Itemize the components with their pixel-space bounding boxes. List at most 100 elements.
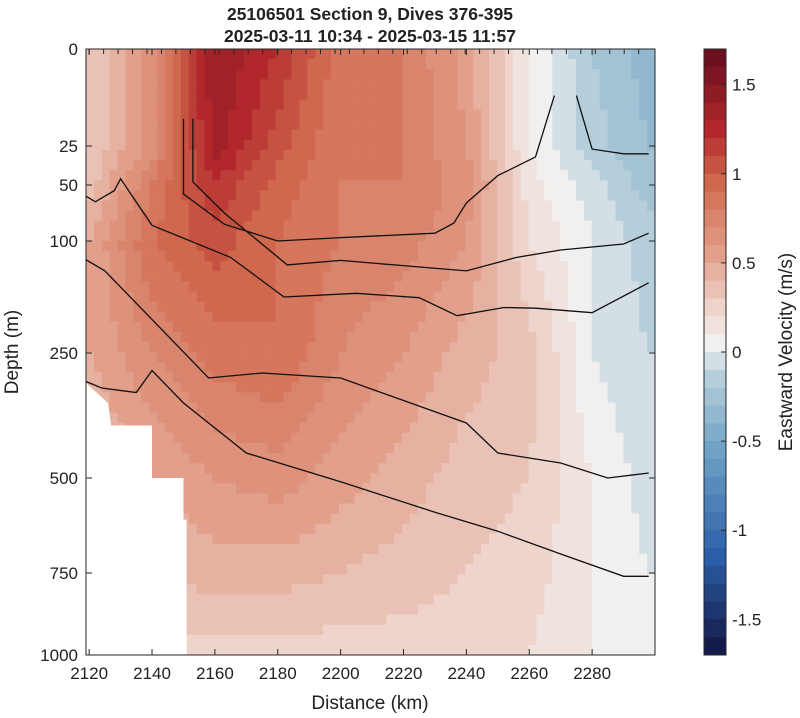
velocity-cell (236, 634, 245, 646)
colorbar-segment (704, 619, 726, 638)
velocity-cell (165, 321, 174, 333)
velocity-cell (323, 483, 332, 494)
velocity-cell (323, 432, 332, 444)
velocity-cell (275, 261, 285, 272)
velocity-cell (117, 220, 127, 232)
velocity-cell (93, 281, 103, 292)
velocity-cell (93, 170, 103, 181)
velocity-cell (639, 614, 648, 626)
velocity-cell (275, 614, 285, 626)
velocity-cell (323, 301, 332, 313)
velocity-cell (370, 604, 379, 616)
velocity-cell (251, 150, 261, 161)
velocity-cell (125, 382, 135, 393)
velocity-cell (204, 523, 214, 535)
velocity-cell (362, 341, 372, 353)
velocity-cell (457, 624, 466, 636)
velocity-cell (212, 463, 221, 474)
velocity-cell (417, 321, 427, 333)
velocity-cell (93, 341, 103, 353)
velocity-cell (244, 109, 253, 121)
velocity-cell (204, 543, 214, 555)
velocity-cell (228, 321, 237, 333)
velocity-cell (267, 69, 277, 80)
velocity-cell (647, 89, 655, 101)
velocity-cell (259, 311, 269, 323)
velocity-cell (433, 513, 443, 525)
velocity-cell (433, 109, 443, 121)
velocity-cell (433, 503, 443, 515)
velocity-cell (141, 150, 150, 161)
velocity-cell (575, 554, 585, 565)
velocity-cell (631, 604, 640, 616)
velocity-cell (323, 584, 332, 595)
velocity-cell (417, 624, 427, 636)
velocity-cell (473, 453, 482, 464)
velocity-cell (323, 210, 332, 222)
velocity-cell (544, 614, 553, 626)
velocity-cell (520, 59, 530, 70)
velocity-cell (307, 180, 316, 191)
velocity-cell (109, 362, 119, 373)
velocity-cell (346, 49, 356, 60)
y-tick-label: 1000 (40, 646, 78, 665)
velocity-cell (354, 271, 364, 282)
velocity-cell (623, 271, 632, 282)
velocity-cell (196, 129, 206, 141)
velocity-cell (346, 210, 356, 222)
velocity-cell (204, 584, 214, 595)
velocity-cell (568, 230, 577, 242)
velocity-cell (180, 311, 190, 323)
velocity-cell (615, 352, 624, 363)
velocity-cell (433, 69, 443, 80)
velocity-cell (149, 321, 158, 333)
velocity-cell (212, 574, 221, 585)
velocity-cell (489, 180, 498, 191)
velocity-cell (552, 432, 561, 444)
velocity-cell (228, 301, 237, 313)
velocity-cell (575, 49, 585, 60)
velocity-cell (496, 291, 506, 303)
velocity-cell (520, 564, 530, 575)
velocity-cell (180, 89, 190, 101)
velocity-cell (568, 513, 577, 525)
velocity-cell (275, 523, 285, 535)
velocity-cell (512, 99, 522, 111)
velocity-cell (307, 372, 316, 383)
velocity-cell (473, 402, 482, 414)
velocity-cell (615, 160, 624, 171)
velocity-cell (591, 483, 601, 494)
velocity-cell (283, 210, 293, 222)
velocity-cell (157, 432, 166, 444)
velocity-cell (536, 200, 545, 212)
velocity-cell (544, 129, 553, 141)
velocity-cell (560, 483, 569, 494)
velocity-cell (251, 382, 261, 393)
velocity-cell (560, 493, 569, 505)
velocity-cell (251, 513, 261, 525)
velocity-cell (212, 624, 221, 636)
velocity-cell (473, 422, 482, 434)
velocity-cell (520, 402, 530, 414)
velocity-cell (133, 150, 142, 161)
velocity-cell (591, 99, 601, 111)
velocity-cell (433, 180, 443, 191)
velocity-cell (307, 483, 316, 494)
velocity-cell (528, 392, 538, 404)
velocity-cell (236, 513, 245, 525)
velocity-cell (481, 311, 490, 323)
velocity-cell (528, 230, 538, 242)
velocity-cell (575, 341, 585, 353)
velocity-cell (425, 382, 435, 393)
velocity-cell (307, 634, 316, 646)
velocity-cell (354, 362, 364, 373)
velocity-cell (575, 483, 585, 494)
velocity-cell (449, 109, 459, 121)
velocity-cell (244, 584, 253, 595)
velocity-cell (346, 79, 356, 90)
velocity-cell (109, 49, 119, 60)
velocity-cell (441, 392, 451, 404)
velocity-cell (275, 624, 285, 636)
velocity-cell (236, 362, 245, 373)
velocity-cell (560, 594, 569, 606)
